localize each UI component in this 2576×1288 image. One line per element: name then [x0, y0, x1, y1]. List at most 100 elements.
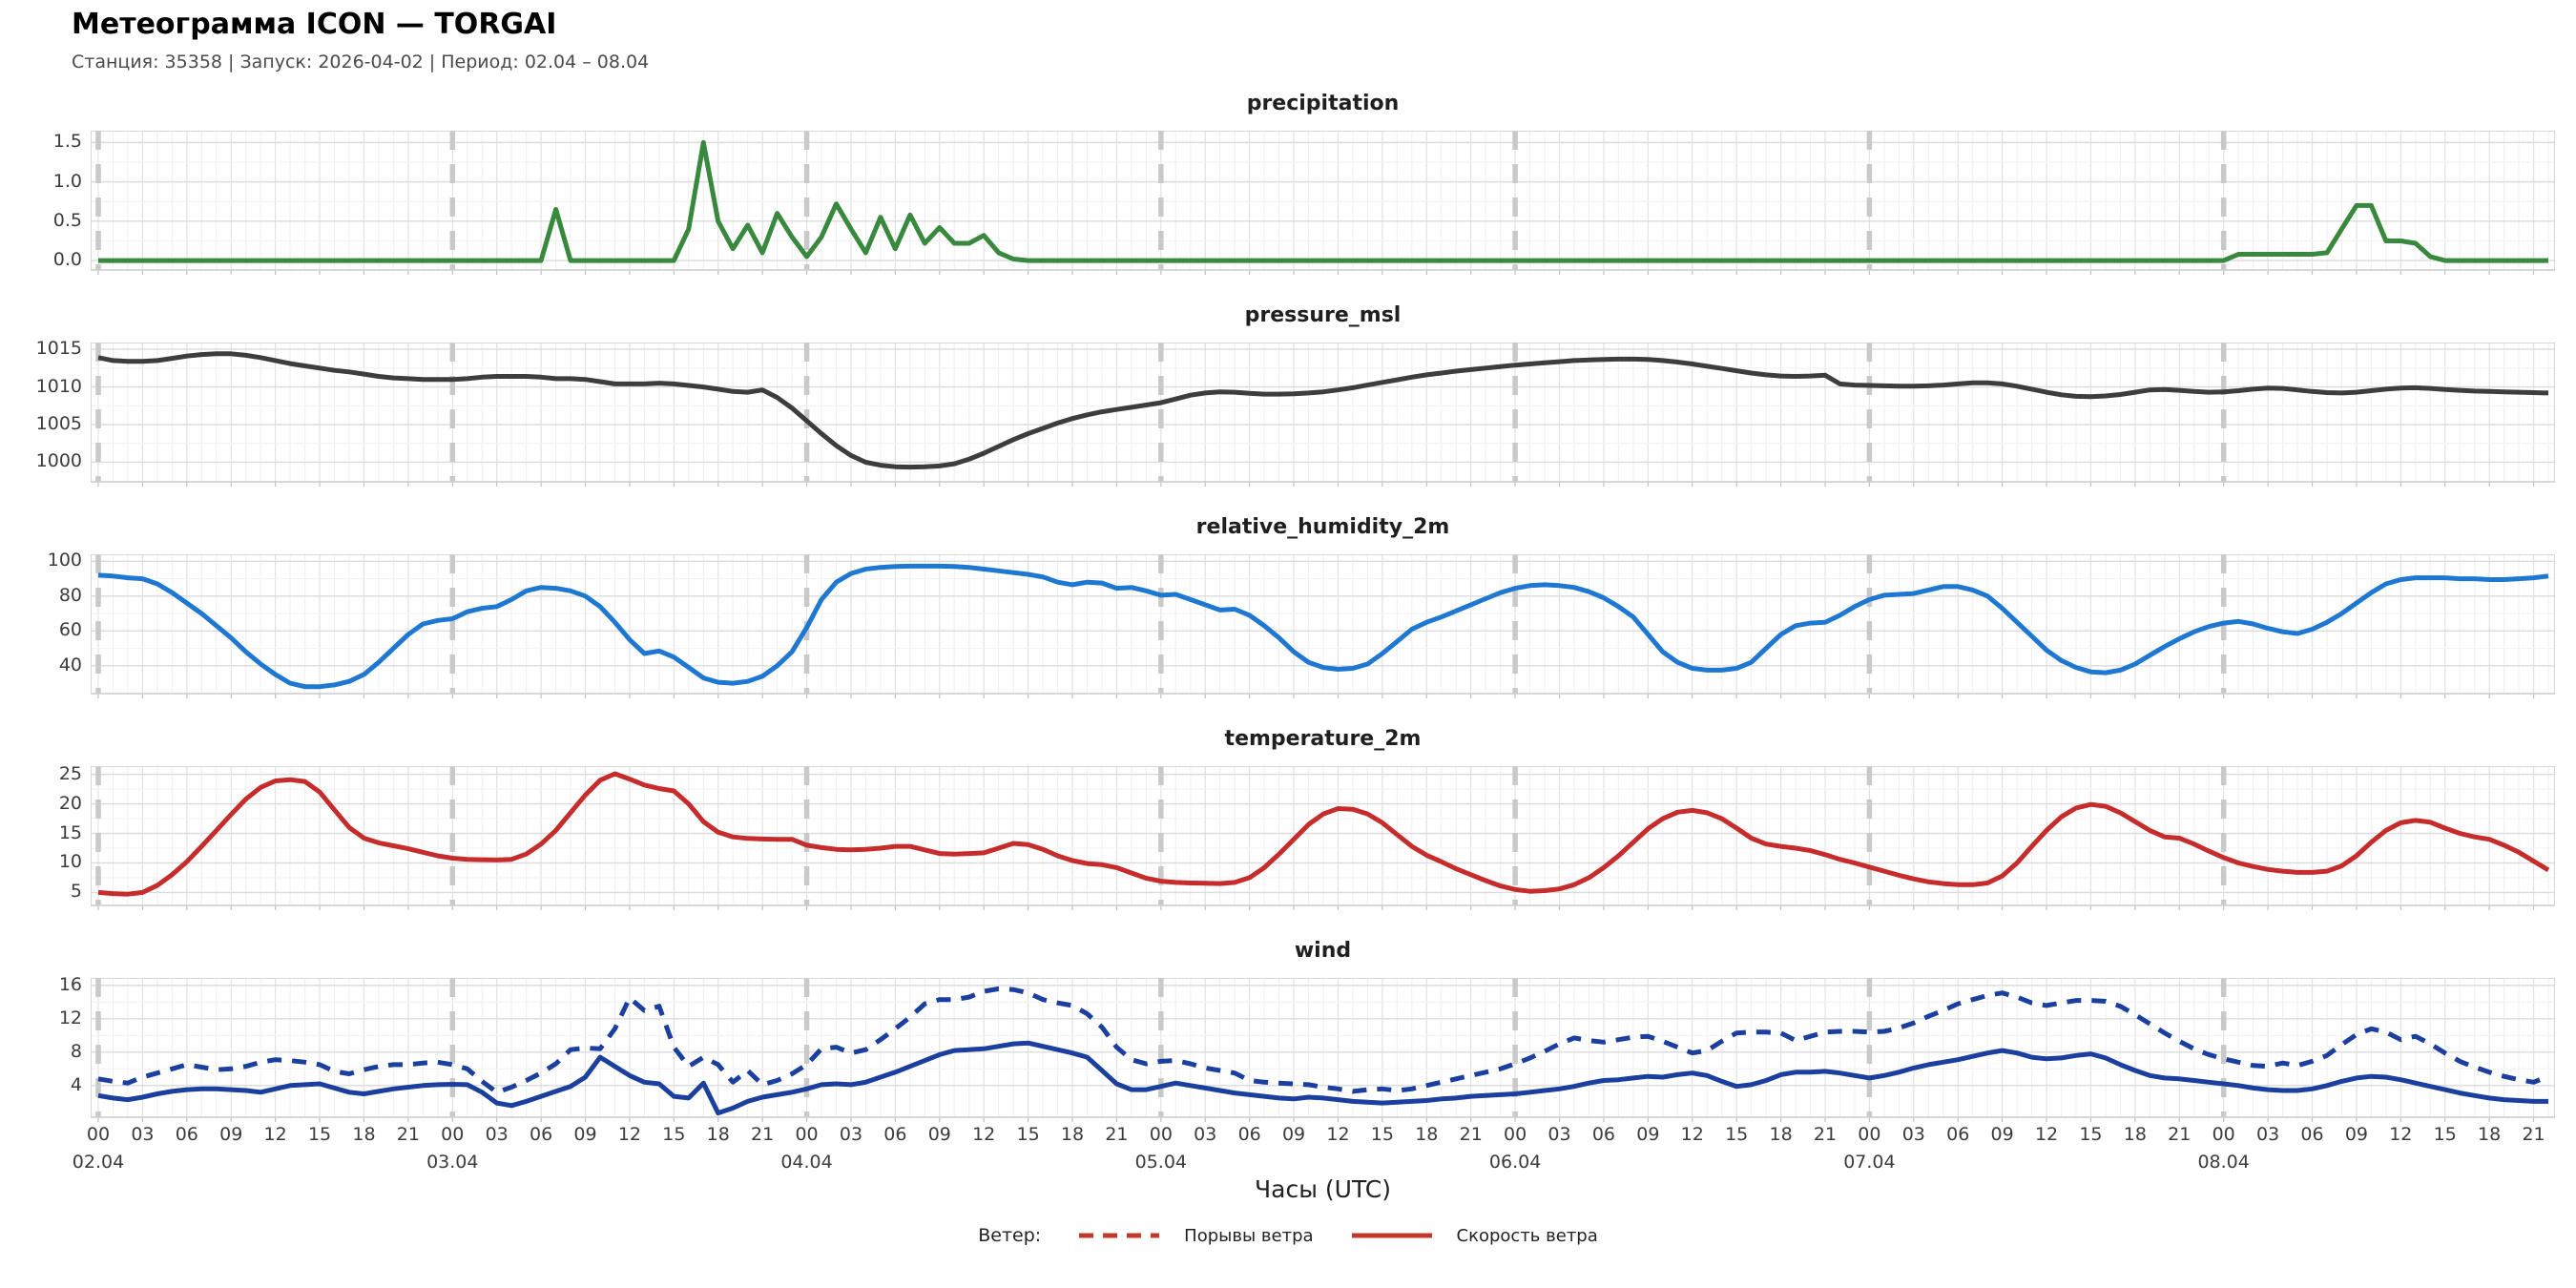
x-tick-label: 09 [927, 1124, 951, 1145]
figure-subtitle: Станция: 35358 | Запуск: 2026-04-02 | Пе… [72, 52, 650, 73]
x-tick-label: 12 [972, 1124, 996, 1145]
x-tick-label: 15 [2079, 1124, 2103, 1145]
series-pressure_msl [97, 351, 2549, 470]
x-tick-label: 18 [2123, 1124, 2147, 1145]
series-relative_humidity_2m [97, 563, 2549, 690]
date-label: 03.04 [426, 1152, 479, 1173]
x-tick-label: 03 [1548, 1124, 1571, 1145]
x-tick-label: 06 [175, 1124, 198, 1145]
date-label: 08.04 [2197, 1152, 2250, 1173]
chart-panel-relative_humidity_2m [91, 554, 2555, 698]
x-tick-label: 18 [2478, 1124, 2502, 1145]
chart-panel-temperature_2m [91, 766, 2555, 910]
x-tick-label: 21 [751, 1124, 775, 1145]
x-tick-label: 06 [883, 1124, 907, 1145]
x-tick-label: 12 [2389, 1124, 2413, 1145]
x-tick-label: 00 [1858, 1124, 1881, 1145]
date-label: 07.04 [1843, 1152, 1896, 1173]
x-tick-label: 09 [573, 1124, 597, 1145]
legend-gusts-label: Порывы ветра [1184, 1225, 1314, 1246]
x-tick-label: 03 [839, 1124, 863, 1145]
y-tick-label: 4 [70, 1073, 82, 1095]
legend-speed-label: Скорость ветра [1456, 1225, 1598, 1246]
x-tick-label: 03 [485, 1124, 509, 1145]
dashed-line-sample-icon [1079, 1233, 1160, 1238]
legend-prefix-label: Ветер: [978, 1225, 1042, 1246]
x-tick-label: 00 [1149, 1124, 1173, 1145]
chart-panel-precipitation [91, 131, 2555, 275]
wind-legend: Ветер: Порывы ветра Скорость ветра [0, 1225, 2576, 1246]
y-tick-label: 16 [58, 973, 82, 995]
x-tick-label: 12 [263, 1124, 287, 1145]
y-tick-label: 1010 [35, 375, 82, 397]
y-tick-label: 0.0 [52, 249, 82, 271]
panel-title-humidity: relative_humidity_2m [1195, 515, 1450, 539]
legend-item-speed: Скорость ветра [1350, 1226, 1598, 1246]
legend-item-gusts: Порывы ветра [1077, 1225, 1314, 1246]
x-tick-label: 00 [86, 1124, 111, 1145]
x-tick-label: 06 [2300, 1124, 2324, 1145]
x-tick-label: 15 [1016, 1124, 1040, 1145]
y-tick-label: 25 [58, 762, 82, 784]
x-tick-label: 09 [219, 1124, 243, 1145]
x-tick-label: 00 [2212, 1124, 2235, 1145]
x-tick-label: 06 [1591, 1124, 1616, 1145]
series-Порывы ветра [97, 986, 2549, 1095]
x-tick-label: 15 [1725, 1124, 1749, 1145]
x-tick-label: 21 [396, 1124, 420, 1145]
date-label: 05.04 [1134, 1152, 1188, 1173]
y-tick-label: 1.5 [52, 131, 82, 153]
chart-panel-wind [91, 978, 2555, 1122]
x-tick-label: 15 [1370, 1124, 1394, 1145]
y-tick-label: 5 [70, 881, 82, 903]
x-tick-label: 09 [1990, 1124, 2014, 1145]
y-tick-label: 40 [58, 654, 82, 675]
x-tick-label: 21 [1459, 1124, 1483, 1145]
x-tick-label: 18 [1060, 1124, 1085, 1145]
panel-title-precipitation: precipitation [1246, 92, 1400, 115]
x-tick-label: 15 [2433, 1124, 2457, 1145]
series-temperature_2m [97, 771, 2550, 897]
series-Скорость ветра [97, 1040, 2548, 1116]
x-tick-label: 21 [2522, 1124, 2545, 1145]
y-tick-label: 10 [58, 851, 82, 873]
page-title: Метеограмма ICON — TORGAI [72, 8, 557, 41]
y-tick-label: 12 [58, 1007, 82, 1028]
x-tick-label: 21 [2168, 1124, 2192, 1145]
y-tick-label: 1000 [35, 450, 82, 472]
date-label: 02.04 [72, 1152, 125, 1173]
x-tick-label: 03 [2255, 1124, 2280, 1145]
chart-panel-pressure_msl [91, 343, 2555, 487]
x-tick-label: 12 [1680, 1124, 1704, 1145]
y-tick-label: 1005 [35, 413, 82, 435]
x-tick-label: 00 [795, 1124, 819, 1145]
x-tick-label: 18 [1415, 1124, 1439, 1145]
x-tick-label: 12 [2034, 1124, 2059, 1145]
x-tick-label: 03 [131, 1124, 155, 1145]
x-tick-label: 03 [1901, 1124, 1925, 1145]
x-tick-label: 18 [706, 1124, 730, 1145]
y-tick-label: 1015 [35, 338, 82, 360]
x-tick-label: 21 [1813, 1124, 1838, 1145]
x-tick-label: 00 [1504, 1124, 1527, 1145]
x-tick-label: 06 [1237, 1124, 1261, 1145]
y-tick-label: 20 [58, 792, 82, 814]
x-tick-label: 21 [1105, 1124, 1129, 1145]
x-tick-label: 09 [1636, 1124, 1660, 1145]
x-tick-label: 12 [1326, 1124, 1350, 1145]
x-tick-label: 09 [1281, 1124, 1306, 1145]
panel-title-pressure: pressure_msl [1244, 303, 1402, 327]
panel-title-wind: wind [1294, 939, 1352, 963]
y-tick-label: 15 [58, 821, 82, 843]
x-tick-label: 03 [1194, 1124, 1217, 1145]
x-tick-label: 15 [662, 1124, 686, 1145]
x-axis-title: Часы (UTC) [1255, 1175, 1391, 1203]
solid-line-sample-icon [1351, 1233, 1432, 1238]
y-tick-label: 60 [58, 619, 82, 641]
y-tick-label: 80 [58, 584, 82, 606]
x-tick-label: 06 [1946, 1124, 1970, 1145]
x-tick-label: 18 [1769, 1124, 1793, 1145]
x-tick-label: 15 [307, 1124, 332, 1145]
y-tick-label: 1.0 [52, 170, 82, 192]
